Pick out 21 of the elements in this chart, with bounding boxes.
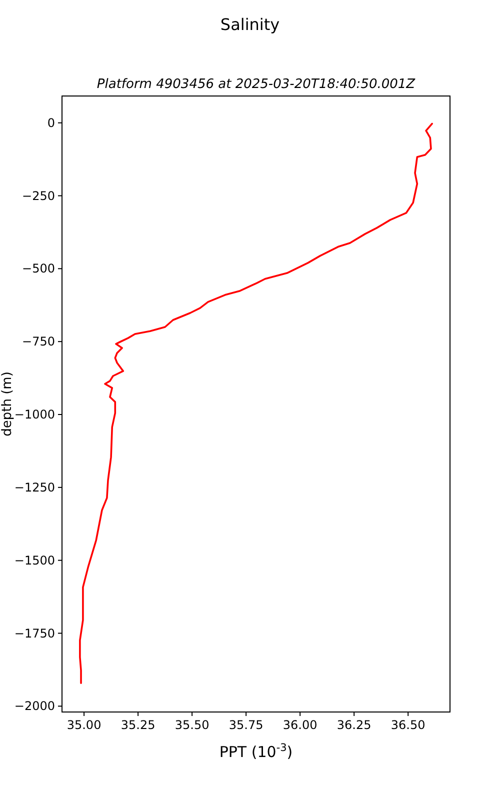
x-tick-label: 35.75 (228, 718, 264, 732)
line-series (79, 122, 433, 684)
chart-subtitle: Platform 4903456 at 2025-03-20T18:40:50.001Z (96, 77, 416, 92)
y-tick-label: −1500 (14, 553, 55, 568)
x-tick-label: 36.00 (282, 718, 318, 732)
y-tick-label: −1250 (14, 480, 55, 494)
x-tick-label: 35.00 (66, 718, 102, 732)
x-axis-title: PPT (10$^{-3}$) (219, 742, 293, 761)
y-tick-label: −750 (22, 334, 55, 349)
x-tick-label: 35.50 (174, 718, 210, 732)
y-tick-label: −2000 (14, 699, 55, 714)
chart-title: Salinity (220, 15, 280, 34)
y-tick-label: 0 (47, 116, 55, 130)
y-tick-label: −500 (22, 262, 55, 276)
x-tick-label: 36.25 (336, 718, 372, 732)
y-axis-title: depth (m) (0, 372, 15, 436)
x-tick-label: 35.25 (120, 718, 156, 732)
y-tick-label: −1000 (14, 408, 55, 422)
y-tick-label: −1750 (14, 626, 55, 640)
y-tick-label: −250 (22, 188, 55, 203)
x-tick-label: 36.50 (390, 718, 426, 732)
